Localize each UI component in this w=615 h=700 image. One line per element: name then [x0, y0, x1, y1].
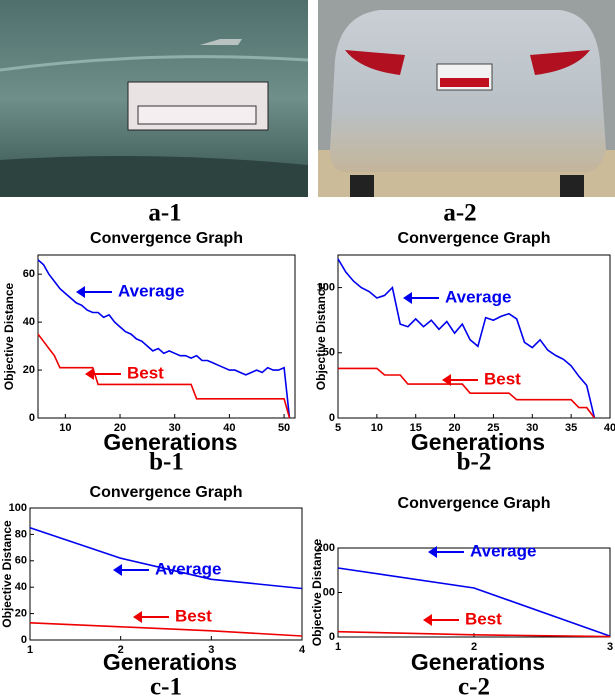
x-tick-label: 3 [607, 641, 613, 653]
y-tick-label: 40 [23, 316, 35, 328]
annotation-label: Best [465, 609, 502, 628]
x-tick-label: 5 [335, 422, 341, 434]
y-axis-label: Objective Distance [2, 282, 16, 390]
y-tick-label: 00 [323, 586, 335, 598]
y-tick-label: 80 [15, 528, 27, 540]
series-line [337, 258, 596, 419]
series-line [29, 527, 303, 590]
annotation-label: Best [484, 369, 521, 388]
annotation-arrowhead [133, 611, 142, 623]
annotation-arrowhead [403, 292, 412, 304]
x-tick-label: 10 [59, 422, 71, 434]
y-tick-label: 100 [317, 282, 335, 294]
x-axis-label: Generations [103, 429, 237, 455]
x-tick-label: 20 [448, 422, 460, 434]
series-line [338, 367, 596, 419]
y-tick-label: 60 [23, 268, 35, 280]
y-axis-label: Objective Distance [314, 282, 328, 390]
x-tick-label: 40 [223, 422, 235, 434]
x-axis-label: Generations [411, 649, 545, 675]
x-tick-label: 50 [278, 422, 290, 434]
x-tick-label: 1 [335, 641, 341, 653]
y-tick-label: 0 [29, 412, 35, 424]
x-tick-label: 25 [487, 422, 499, 434]
chart-title: Convergence Graph [398, 230, 551, 247]
series-line [337, 567, 611, 637]
plot-frame [29, 507, 303, 641]
annotation-label: Average [445, 287, 511, 306]
y-axis-label: Objective Distance [310, 538, 324, 646]
y-tick-label: 20 [15, 608, 27, 620]
x-tick-label: 2 [471, 641, 477, 653]
annotation-arrowhead [428, 546, 437, 558]
series-line [37, 333, 291, 419]
x-tick-label: 4 [299, 644, 306, 656]
chart-title: Convergence Graph [398, 495, 551, 512]
chart-title: Convergence Graph [90, 484, 243, 501]
photo-a2 [318, 0, 615, 197]
y-tick-label: 50 [323, 347, 335, 359]
x-axis-label: Generations [411, 429, 545, 455]
x-tick-label: 3 [208, 644, 214, 656]
x-tick-label: 20 [114, 422, 126, 434]
x-tick-label: 15 [410, 422, 422, 434]
y-tick-label: 60 [15, 555, 27, 567]
series-line [37, 259, 291, 419]
plot-frame [337, 254, 611, 419]
y-tick-label: 100 [9, 502, 27, 514]
x-tick-label: 10 [371, 422, 383, 434]
caption: b-2 [457, 449, 492, 476]
caption: b-1 [149, 449, 184, 476]
plot-frame [37, 254, 296, 419]
x-tick-label: 2 [118, 644, 124, 656]
caption: c-2 [458, 674, 490, 700]
series-line [29, 622, 303, 637]
y-tick-label: 0 [329, 412, 335, 424]
series-line [337, 630, 611, 638]
annotation-arrowhead [423, 614, 432, 626]
y-tick-label: 0 [21, 634, 27, 646]
chart-title: Convergence Graph [90, 230, 243, 247]
x-axis-label: Generations [103, 649, 237, 675]
x-tick-label: 30 [169, 422, 181, 434]
y-axis-label: Objective Distance [0, 520, 14, 628]
caption: c-1 [150, 674, 182, 700]
y-tick-label: 40 [15, 581, 27, 593]
annotation-label: Best [175, 606, 212, 625]
annotation-arrowhead [76, 286, 85, 298]
annotation-label: Average [155, 559, 221, 578]
annotation-label: Average [118, 281, 184, 300]
x-tick-label: 1 [27, 644, 33, 656]
annotation-arrowhead [442, 374, 451, 386]
annotation-arrowhead [113, 564, 122, 576]
y-tick-label: 0 [329, 631, 335, 643]
annotation-label: Average [470, 541, 536, 560]
y-tick-label: 20 [23, 364, 35, 376]
caption: a-1 [148, 200, 181, 227]
x-tick-label: 35 [565, 422, 577, 434]
y-tick-label: 200 [317, 542, 335, 554]
x-tick-label: 40 [604, 422, 615, 434]
annotation-label: Best [127, 363, 164, 382]
annotation-arrowhead [85, 368, 94, 380]
caption: a-2 [443, 200, 476, 227]
x-tick-label: 30 [526, 422, 538, 434]
photo-a1 [0, 0, 309, 197]
